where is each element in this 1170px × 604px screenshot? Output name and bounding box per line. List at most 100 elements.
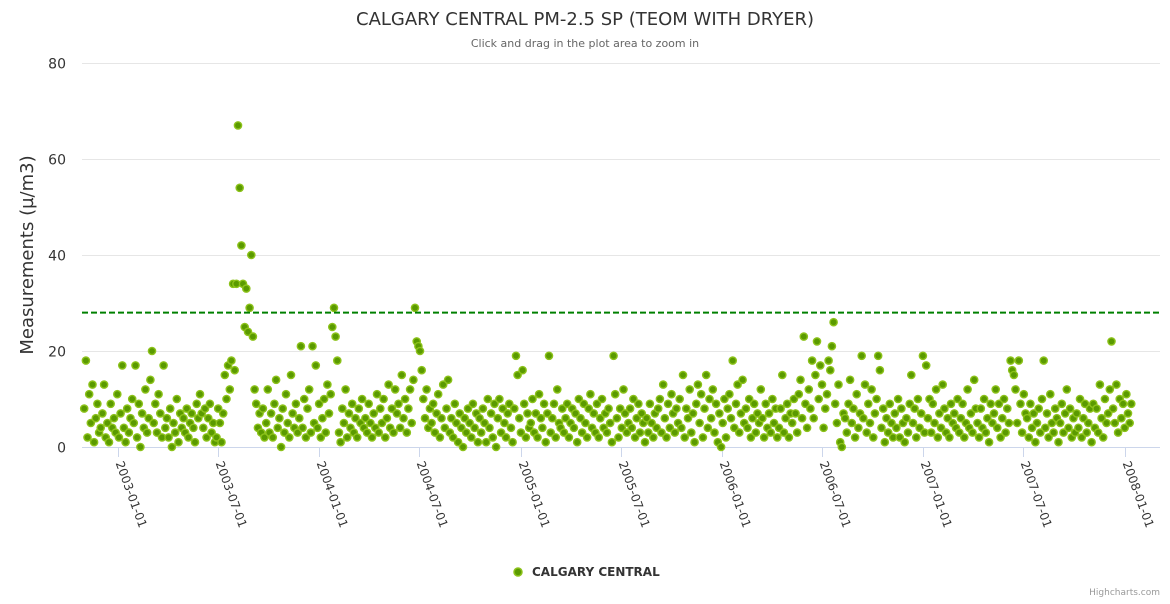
data-point[interactable]: [418, 394, 428, 404]
data-point[interactable]: [700, 404, 709, 413]
data-point[interactable]: [584, 404, 594, 413]
data-point[interactable]: [127, 394, 137, 404]
data-point[interactable]: [215, 418, 225, 428]
data-point[interactable]: [438, 380, 448, 389]
data-point[interactable]: [405, 385, 415, 394]
series-points[interactable]: [79, 121, 1136, 452]
data-point[interactable]: [415, 346, 425, 356]
data-point[interactable]: [483, 394, 493, 404]
data-point[interactable]: [766, 428, 776, 437]
data-point[interactable]: [496, 428, 506, 437]
data-point[interactable]: [159, 361, 168, 370]
data-point[interactable]: [1093, 428, 1103, 437]
data-point[interactable]: [407, 418, 417, 428]
data-point[interactable]: [576, 413, 585, 423]
data-point[interactable]: [796, 375, 805, 385]
data-point[interactable]: [342, 433, 352, 442]
data-point[interactable]: [170, 428, 180, 437]
data-point[interactable]: [400, 394, 410, 404]
data-point[interactable]: [660, 413, 670, 423]
data-point[interactable]: [779, 428, 789, 437]
data-point[interactable]: [852, 389, 862, 399]
data-point[interactable]: [736, 409, 746, 418]
data-point[interactable]: [486, 409, 496, 418]
data-point[interactable]: [1057, 399, 1067, 409]
data-point[interactable]: [387, 404, 397, 413]
data-point[interactable]: [1012, 418, 1022, 428]
data-point[interactable]: [263, 385, 273, 394]
data-point[interactable]: [998, 413, 1007, 423]
data-point[interactable]: [286, 370, 296, 380]
data-point[interactable]: [864, 399, 873, 409]
data-point[interactable]: [872, 394, 881, 404]
data-point[interactable]: [119, 423, 129, 433]
data-point[interactable]: [427, 418, 436, 428]
data-point[interactable]: [792, 428, 802, 437]
data-point[interactable]: [597, 394, 607, 404]
data-point[interactable]: [367, 433, 377, 442]
data-point[interactable]: [417, 365, 427, 375]
data-point[interactable]: [314, 399, 324, 409]
data-point[interactable]: [571, 409, 580, 418]
data-point[interactable]: [869, 433, 878, 442]
data-point[interactable]: [1092, 404, 1101, 413]
data-point[interactable]: [306, 428, 316, 437]
data-point[interactable]: [824, 356, 833, 365]
data-point[interactable]: [867, 385, 876, 394]
data-point[interactable]: [892, 423, 901, 433]
data-point[interactable]: [281, 389, 291, 399]
data-point[interactable]: [905, 399, 915, 409]
data-point[interactable]: [481, 437, 491, 447]
data-point[interactable]: [518, 365, 527, 375]
data-point[interactable]: [428, 399, 438, 409]
data-point[interactable]: [617, 423, 627, 433]
data-point[interactable]: [1087, 437, 1096, 447]
data-point[interactable]: [225, 385, 235, 394]
data-point[interactable]: [605, 418, 615, 428]
data-point[interactable]: [465, 418, 474, 428]
data-point[interactable]: [726, 413, 736, 423]
data-point[interactable]: [715, 409, 724, 418]
data-point[interactable]: [988, 418, 997, 428]
data-point[interactable]: [665, 423, 675, 433]
data-point[interactable]: [299, 394, 309, 404]
data-point[interactable]: [1049, 428, 1058, 437]
data-point[interactable]: [999, 394, 1009, 404]
data-point[interactable]: [233, 121, 243, 130]
data-point[interactable]: [531, 409, 541, 418]
data-point[interactable]: [453, 437, 463, 447]
data-point[interactable]: [392, 409, 402, 418]
data-point[interactable]: [693, 380, 703, 389]
data-point[interactable]: [504, 399, 514, 409]
data-point[interactable]: [546, 428, 556, 437]
data-point[interactable]: [1034, 404, 1043, 413]
data-point[interactable]: [915, 423, 924, 433]
data-point[interactable]: [478, 404, 488, 413]
data-point[interactable]: [749, 399, 759, 409]
data-point[interactable]: [885, 399, 895, 409]
data-point[interactable]: [996, 433, 1005, 442]
data-point[interactable]: [526, 418, 536, 428]
data-point[interactable]: [1047, 418, 1057, 428]
data-point[interactable]: [561, 413, 570, 423]
data-point[interactable]: [86, 418, 96, 428]
data-point[interactable]: [539, 399, 549, 409]
data-point[interactable]: [182, 404, 192, 413]
data-point[interactable]: [991, 385, 1001, 394]
data-point[interactable]: [743, 423, 752, 433]
data-point[interactable]: [248, 332, 258, 341]
data-point[interactable]: [534, 389, 544, 399]
data-point[interactable]: [634, 399, 643, 409]
data-point[interactable]: [220, 370, 230, 380]
data-point[interactable]: [129, 418, 139, 428]
data-point[interactable]: [859, 413, 868, 423]
data-point[interactable]: [1080, 399, 1090, 409]
data-point[interactable]: [817, 380, 827, 389]
data-point[interactable]: [586, 389, 595, 399]
data-point[interactable]: [572, 437, 582, 447]
data-point[interactable]: [701, 370, 711, 380]
data-point[interactable]: [337, 404, 347, 413]
data-point[interactable]: [544, 351, 554, 361]
data-point[interactable]: [89, 437, 99, 447]
data-point[interactable]: [642, 413, 651, 423]
